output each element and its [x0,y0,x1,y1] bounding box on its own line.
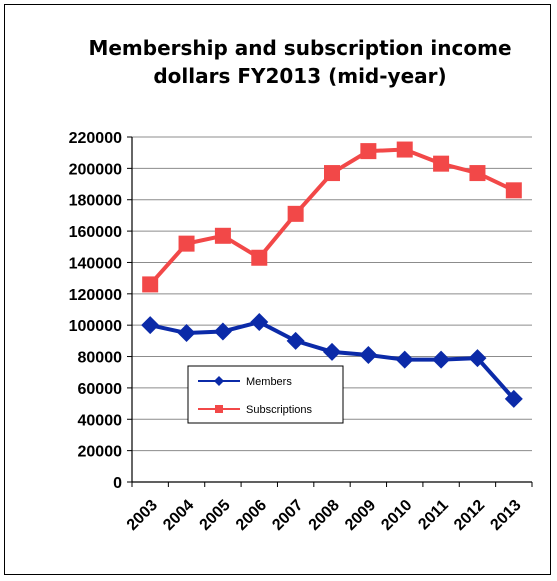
y-tick-label: 20000 [78,444,123,461]
data-point-subscriptions [396,141,413,158]
y-tick-label: 40000 [78,412,123,429]
data-point-members [286,331,305,350]
data-point-subscriptions [433,155,450,172]
axes [127,136,533,487]
x-tick-label: 2006 [233,497,270,534]
x-tick-label: 2010 [378,497,415,534]
data-point-subscriptions [324,165,340,182]
y-tick-label: 120000 [69,287,122,304]
y-tick-label: 60000 [78,381,123,398]
legend-box [187,365,344,424]
data-point-subscriptions [142,276,159,293]
y-tick-label: 160000 [69,224,122,241]
y-tick-label: 220000 [69,130,122,147]
x-tick-label: 2008 [306,497,343,534]
x-tick-label: 2012 [451,497,488,534]
x-tick-label: 2011 [415,497,452,534]
y-tick-labels: 0 20000 40000 60000 80000 100000 120000 140000 1… [69,130,122,492]
data-point-members [213,322,232,341]
data-point-members [177,324,196,343]
data-point-subscriptions [360,143,377,160]
data-point-members [323,342,341,361]
legend-label: Subscriptions [246,404,313,416]
legend-label: Members [246,376,292,388]
chart-title-line-2: dollars FY2013 (mid-year) [153,64,447,88]
data-point-members [250,313,269,332]
chart-title: Membership and subscription income dolla… [20,34,557,90]
x-tick-label: 2003 [124,497,161,534]
data-point-members [395,350,414,369]
data-point-members [468,349,487,368]
y-tick-label: 140000 [69,255,122,272]
data-point-members [359,345,378,364]
y-tick-label: 0 [113,475,122,492]
data-point-subscriptions [214,227,231,244]
x-tick-label: 2007 [269,497,306,534]
legend: Members Subscriptions [187,365,344,424]
data-point-members [432,350,451,369]
legend-marker [214,376,224,386]
legend-marker [215,405,223,413]
y-tick-label: 180000 [69,193,122,210]
data-point-members [141,316,160,335]
y-tick-label: 80000 [78,350,123,367]
data-point-subscriptions [251,249,268,266]
series-lines [141,141,523,408]
chart-title-line-1: Membership and subscription income [88,36,512,60]
x-tick-label: 2009 [342,497,379,534]
data-point-subscriptions [287,205,304,222]
x-tick-labels: 2003 2004 2005 2006 2007 2008 2009 2010 2011 2012… [124,497,525,534]
x-tick-label: 2004 [160,497,197,534]
chart-frame [4,4,551,575]
y-tick-label: 200000 [69,161,122,178]
data-point-subscriptions [178,235,195,252]
x-tick-label: 2013 [487,497,524,534]
data-point-subscriptions [469,165,486,182]
x-tick-label: 2005 [197,497,234,534]
data-point-subscriptions [505,182,522,199]
data-point-members [504,389,523,408]
y-tick-label: 100000 [69,318,122,335]
